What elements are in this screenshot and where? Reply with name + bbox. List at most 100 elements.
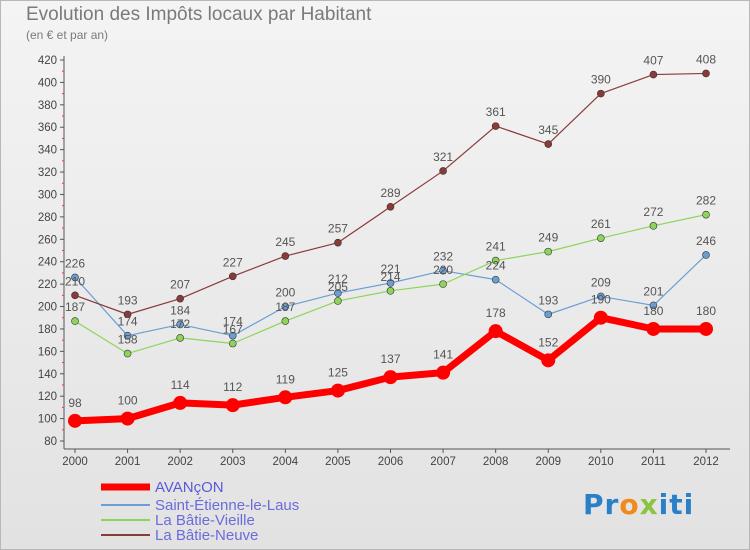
data-label: 289: [380, 186, 400, 200]
y-tick-label: 400: [38, 77, 57, 89]
data-point: [281, 302, 290, 311]
data-point: [649, 70, 658, 79]
y-tick-label: 420: [38, 55, 57, 67]
data-point: [386, 287, 395, 295]
data-point: [228, 339, 237, 348]
x-tick-label: 2007: [430, 456, 456, 468]
data-point: [123, 331, 132, 340]
data-label: 174: [223, 315, 243, 329]
data-point: [544, 310, 553, 319]
data-point: [176, 294, 184, 303]
y-tick-label: 200: [38, 302, 57, 314]
data-label: 407: [643, 54, 663, 68]
data-label: 187: [65, 300, 85, 314]
data-point: [173, 395, 188, 410]
data-label: 184: [170, 303, 190, 317]
x-tick-label: 2003: [220, 456, 246, 468]
chart-title: Evolution des Impôts locaux par Habitant: [26, 4, 372, 25]
data-label: 141: [433, 348, 453, 362]
data-point: [71, 273, 79, 282]
data-label: 178: [486, 306, 506, 320]
data-point: [649, 222, 658, 230]
legend-label: La Bâtie-Neuve: [155, 527, 258, 544]
data-label: 210: [65, 274, 85, 288]
data-label: 190: [591, 293, 611, 307]
x-tick-label: 2008: [483, 456, 509, 468]
data-point: [386, 202, 395, 211]
x-tick-label: 2000: [62, 456, 88, 468]
y-tick-label: 160: [38, 346, 57, 358]
y-tick-label: 180: [38, 324, 57, 336]
data-label: 207: [170, 278, 190, 292]
data-point: [491, 275, 500, 284]
data-label: 220: [433, 263, 453, 277]
data-label: 180: [696, 304, 716, 318]
legend-label: Saint-Étienne-le-Laus: [155, 497, 299, 514]
y-tick-label: 340: [38, 145, 57, 157]
data-point: [330, 383, 345, 398]
data-label: 221: [380, 262, 400, 276]
data-label: 345: [538, 123, 558, 137]
data-point: [702, 210, 710, 219]
data-label: 152: [538, 335, 558, 349]
data-label: 167: [223, 323, 243, 337]
data-label: 119: [276, 372, 295, 386]
x-tick-label: 2005: [325, 456, 351, 468]
data-label: 227: [223, 255, 243, 269]
data-point: [649, 301, 658, 310]
data-point: [544, 140, 553, 148]
y-tick-label: 100: [38, 414, 57, 426]
y-tick-label: 80: [44, 436, 57, 448]
data-point: [71, 317, 79, 325]
data-point: [699, 321, 713, 336]
legend-label: AVANçON: [155, 479, 224, 496]
data-label: 261: [591, 217, 611, 231]
data-label: 214: [380, 270, 400, 284]
x-tick-label: 2010: [588, 456, 614, 468]
data-label: 245: [275, 235, 295, 249]
y-tick-label: 240: [38, 257, 57, 269]
series-line: [71, 314, 710, 425]
data-point: [383, 370, 398, 385]
data-point: [597, 234, 605, 242]
x-tick-label: 2011: [641, 456, 666, 468]
data-label: 241: [486, 240, 506, 254]
data-label: 187: [275, 300, 295, 314]
data-point: [225, 398, 240, 413]
data-label: 205: [328, 280, 348, 294]
data-point: [278, 390, 293, 405]
x-tick-label: 2004: [273, 456, 299, 468]
data-label: 100: [118, 394, 138, 408]
data-label: 226: [65, 256, 85, 270]
data-point: [646, 321, 661, 336]
x-tick-label: 2009: [535, 456, 561, 468]
data-label: 361: [486, 105, 506, 119]
data-point: [334, 297, 342, 305]
data-label: 201: [643, 284, 663, 298]
y-tick-label: 140: [38, 369, 57, 381]
chart-subtitle: (en € et par an): [26, 28, 109, 42]
data-point: [439, 266, 447, 275]
data-label: 158: [118, 333, 138, 347]
y-tick-label: 260: [38, 234, 57, 246]
data-label: 114: [171, 378, 190, 392]
data-label: 272: [643, 205, 663, 219]
data-label: 200: [275, 286, 295, 300]
data-point: [71, 291, 79, 300]
data-label: 98: [68, 396, 82, 410]
y-tick-label: 120: [38, 391, 57, 403]
data-label: 257: [328, 222, 348, 236]
data-point: [544, 247, 553, 256]
data-point: [702, 251, 710, 259]
data-point: [176, 334, 184, 342]
x-tick-label: 2006: [378, 456, 404, 468]
data-point: [597, 89, 605, 98]
y-tick-label: 300: [38, 189, 57, 201]
data-point: [123, 349, 132, 358]
data-point: [439, 167, 447, 175]
data-point: [334, 238, 342, 247]
data-label: 408: [696, 52, 716, 66]
data-point: [68, 413, 82, 428]
